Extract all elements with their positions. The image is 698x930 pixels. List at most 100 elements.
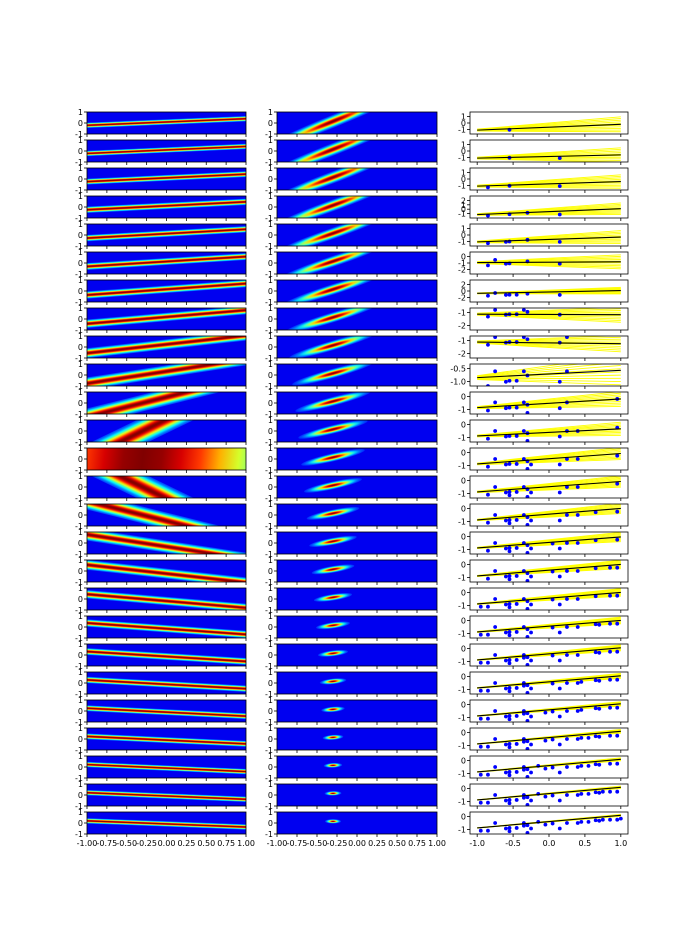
data-point [507, 378, 512, 383]
data-space-panel: -101 [458, 139, 629, 165]
y-tick-label: 1 [78, 696, 83, 705]
data-point [525, 337, 530, 342]
data-point [557, 490, 562, 495]
data-point [507, 798, 512, 802]
posterior-sample-line [477, 314, 621, 322]
y-tick-label: 1 [78, 780, 83, 789]
y-tick-label: 0 [78, 287, 83, 296]
data-point [565, 653, 569, 657]
posterior-sample-line [477, 404, 621, 409]
data-point [493, 569, 498, 573]
mean-fit-line [477, 123, 621, 131]
y-tick-label: -1 [458, 238, 466, 247]
y-tick-label: 1 [461, 224, 466, 233]
y-tick-label: -1 [458, 686, 466, 695]
y-tick-label: 1 [78, 612, 83, 621]
y-tick-label: -1 [75, 550, 83, 559]
likelihood-band [87, 560, 246, 582]
posterior-sample-line [477, 672, 621, 689]
data-point [493, 821, 498, 825]
y-tick-label: -1 [265, 410, 273, 419]
data-point [493, 308, 498, 312]
data-point [597, 762, 602, 767]
data-space-panel: -101 [458, 223, 629, 249]
data-point [493, 625, 498, 629]
y-tick-label: -1 [458, 126, 466, 135]
posterior-panel: -1 0 1 [265, 164, 438, 195]
data-point [593, 594, 598, 599]
data-point [618, 816, 623, 821]
data-point [507, 574, 512, 578]
data-point [608, 593, 612, 598]
posterior-blob [322, 734, 344, 740]
y-tick-label: 1 [78, 724, 83, 733]
y-tick-label: 1 [268, 556, 273, 565]
data-point [521, 655, 526, 660]
mean-fit-line [477, 181, 621, 187]
data-point [608, 817, 612, 822]
y-tick-label: -1 [75, 214, 83, 223]
y-tick-label: -1 [75, 326, 83, 335]
mean-fit-line [477, 236, 621, 243]
x-tick-label: 0.0 [543, 839, 556, 848]
data-point [507, 717, 512, 722]
heatmap-background [277, 504, 437, 526]
likelihood-band [87, 812, 246, 834]
y-tick-label: 0 [461, 784, 466, 793]
posterior-panel: -1 0 1 [265, 136, 438, 167]
x-tick-label: -1.0 [469, 839, 485, 848]
posterior-panel: -1 0 1 [265, 276, 438, 307]
data-point [507, 633, 512, 638]
y-tick-label: 0 [78, 231, 83, 240]
x-tick-label: 0.75 [408, 839, 426, 848]
likelihood-panel: -1 0 1 [75, 640, 247, 671]
y-tick-label: 0 [461, 672, 466, 681]
data-point [486, 576, 490, 581]
data-point [514, 546, 519, 550]
x-tick-label: -0.25 [327, 839, 348, 848]
y-tick-label: 0 [268, 203, 273, 212]
posterior-column: -101-101-101-101-101-101-101-101-101-101… [265, 108, 446, 848]
data-point [514, 434, 519, 438]
data-point [504, 686, 508, 691]
data-point [557, 546, 562, 551]
posterior-sample-line [477, 341, 621, 347]
y-tick-label: -1 [75, 158, 83, 167]
data-point [525, 467, 530, 470]
y-tick-label: 0 [268, 147, 273, 156]
data-point [586, 736, 591, 740]
posterior-panel: -1 0 1 [265, 444, 438, 475]
y-tick-label: 0 [78, 259, 83, 268]
data-point [507, 521, 512, 526]
data-point [529, 630, 533, 635]
y-tick-label: 1 [78, 444, 83, 453]
y-tick-label: 0 [268, 371, 273, 380]
y-tick-label: 0 [461, 756, 466, 765]
data-point [486, 520, 490, 525]
data-point [486, 384, 490, 386]
y-tick-label: -1 [265, 466, 273, 475]
y-tick-label: 0 [268, 707, 273, 716]
data-point [504, 406, 508, 411]
y-tick-label: 0 [268, 315, 273, 324]
data-point [525, 691, 530, 694]
y-tick-label: 1 [78, 164, 83, 173]
y-tick-label: 0 [461, 532, 466, 541]
posterior-panel: -1 0 1 [265, 248, 438, 279]
data-point [493, 485, 498, 489]
mean-fit-line [477, 261, 621, 264]
y-tick-label: 0 [461, 644, 466, 653]
data-point [557, 574, 562, 579]
data-point [507, 689, 512, 694]
x-tick-label: 1.0 [614, 839, 627, 848]
data-point [514, 574, 519, 578]
posterior-sample-line [477, 560, 621, 576]
posterior-sample-line [477, 448, 620, 464]
posterior-panel: -1 0 1 [265, 528, 438, 559]
posterior-blob [285, 308, 381, 330]
posterior-blob [301, 449, 365, 466]
posterior-panel: -1 0 1 [265, 108, 438, 139]
likelihood-band [87, 140, 246, 162]
y-tick-label: -1 [265, 158, 273, 167]
data-space-panel: -1 0 [458, 783, 629, 809]
